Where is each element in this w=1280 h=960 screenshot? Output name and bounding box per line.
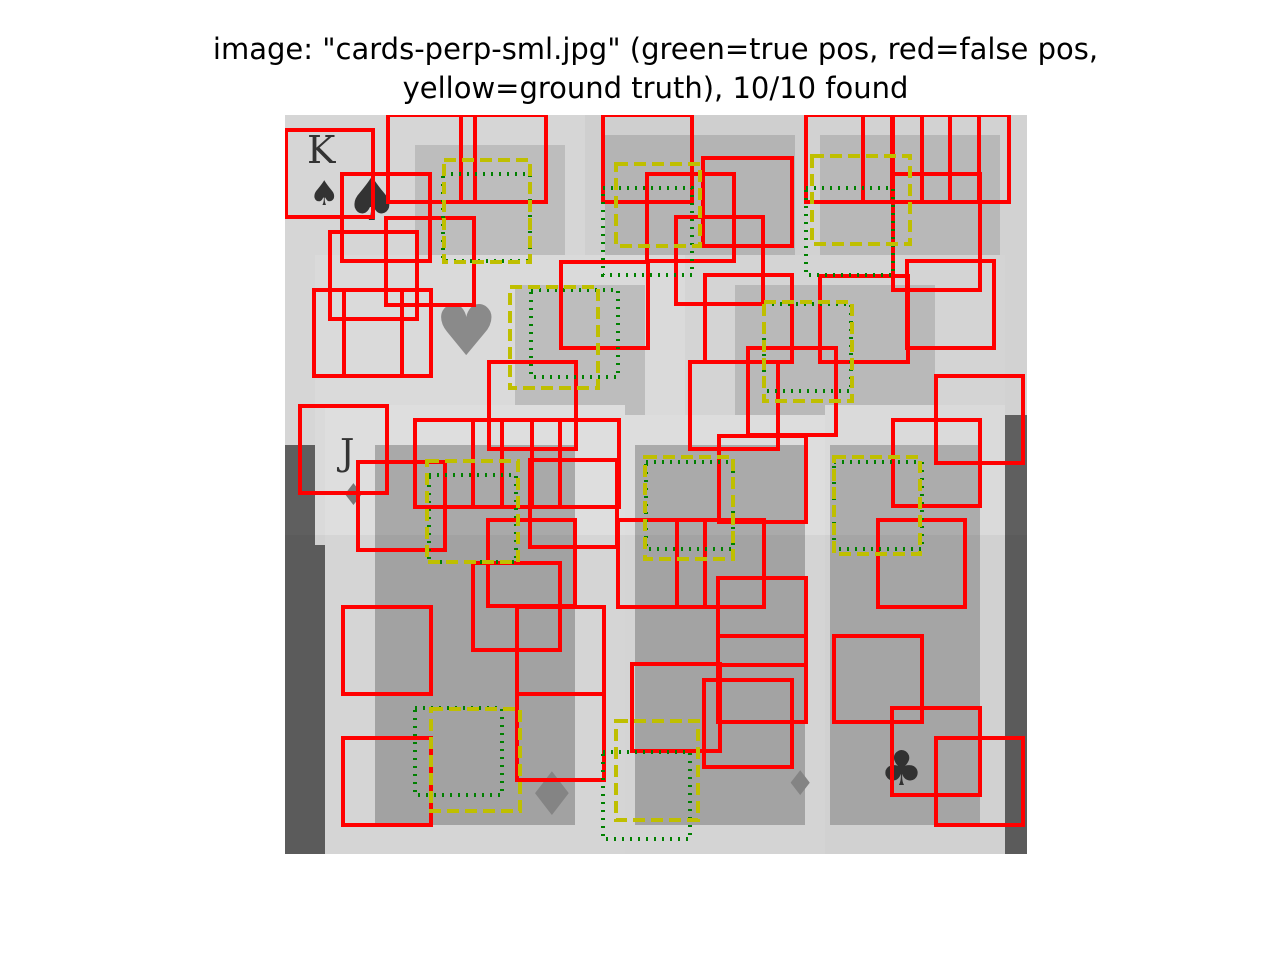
ground-truth-box bbox=[614, 719, 700, 822]
false-positive-box bbox=[328, 230, 419, 321]
false-positive-box bbox=[890, 115, 981, 204]
false-positive-box bbox=[341, 736, 433, 827]
svg-text:♦: ♦ bbox=[785, 764, 815, 804]
figure-title-line-1: image: "cards-perp-sml.jpg" (green=true … bbox=[212, 32, 1099, 66]
false-positive-box bbox=[630, 662, 722, 753]
svg-text:J: J bbox=[336, 433, 354, 474]
false-positive-box bbox=[688, 360, 780, 451]
false-positive-box bbox=[701, 156, 794, 248]
false-positive-box bbox=[616, 518, 707, 609]
false-positive-box bbox=[891, 172, 982, 292]
false-positive-box bbox=[341, 605, 433, 696]
svg-text:♦: ♦ bbox=[340, 478, 367, 513]
detection-figure: K ♠ ♠ ♥ J ♦ ♦ bbox=[285, 115, 1027, 854]
false-positive-box bbox=[674, 215, 765, 306]
false-positive-box bbox=[905, 259, 996, 350]
ground-truth-box bbox=[429, 707, 522, 813]
false-positive-box bbox=[356, 460, 447, 552]
true-positive-box bbox=[441, 172, 532, 263]
false-positive-box bbox=[559, 260, 650, 350]
false-positive-box bbox=[861, 115, 952, 204]
true-positive-box bbox=[529, 288, 620, 379]
ground-truth-box bbox=[643, 455, 735, 561]
false-positive-box bbox=[312, 288, 404, 378]
false-positive-box bbox=[515, 692, 606, 782]
detection-overlay bbox=[285, 115, 1025, 841]
ground-truth-box bbox=[832, 455, 922, 556]
figure-title: image: "cards-perp-sml.jpg" (green=true … bbox=[0, 30, 1280, 108]
svg-text:K: K bbox=[307, 128, 336, 172]
true-positive-box bbox=[804, 186, 895, 277]
false-positive-box bbox=[934, 736, 1025, 827]
false-positive-box bbox=[716, 576, 808, 667]
false-positive-box bbox=[342, 288, 433, 378]
ground-truth-box bbox=[614, 162, 702, 248]
figure-title-line-2: yellow=ground truth), 10/10 found bbox=[402, 71, 909, 105]
false-positive-box bbox=[832, 634, 924, 724]
svg-text:♠: ♠ bbox=[309, 174, 339, 214]
false-positive-box bbox=[528, 458, 619, 549]
ground-truth-box bbox=[810, 154, 912, 246]
svg-text:♣: ♣ bbox=[880, 741, 923, 797]
false-positive-box bbox=[675, 518, 766, 609]
svg-text:♦: ♦ bbox=[525, 760, 579, 830]
false-positive-box bbox=[920, 115, 1011, 204]
false-positive-box bbox=[459, 115, 548, 204]
false-positive-box bbox=[717, 434, 808, 524]
ground-truth-box bbox=[442, 158, 532, 264]
ground-truth-box bbox=[508, 285, 600, 390]
false-positive-box bbox=[934, 374, 1025, 465]
true-positive-box bbox=[601, 750, 692, 841]
false-positive-box bbox=[298, 404, 389, 495]
false-positive-box bbox=[702, 678, 794, 769]
ground-truth-box bbox=[762, 300, 854, 403]
ground-truth-box bbox=[425, 459, 520, 564]
true-positive-box bbox=[413, 706, 504, 797]
